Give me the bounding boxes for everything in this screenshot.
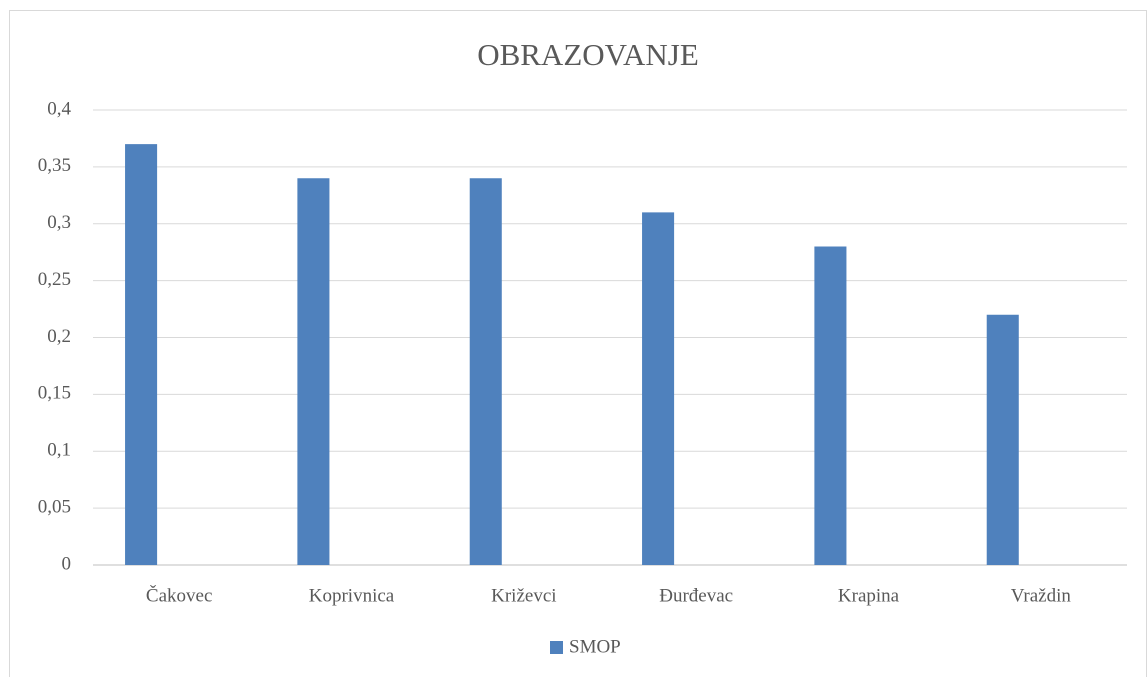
bar	[986, 314, 1019, 565]
x-tick-label: Čakovec	[146, 584, 212, 606]
y-tick-label: 0,05	[38, 496, 71, 517]
bar	[297, 178, 330, 565]
x-tick-label: Đurđevac	[659, 585, 733, 606]
y-tick-label: 0,15	[38, 383, 71, 404]
chart-border	[9, 10, 1147, 677]
y-tick-label: 0,1	[47, 440, 71, 461]
bar	[814, 246, 847, 565]
y-tick-label: 0	[62, 553, 72, 574]
y-tick-label: 0,3	[47, 212, 71, 233]
legend-swatch	[550, 641, 563, 654]
chart-title: OBRAZOVANJE	[477, 37, 699, 72]
bar	[469, 178, 502, 565]
x-tick-label: Križevci	[491, 585, 556, 606]
x-tick-label: Krapina	[838, 585, 900, 606]
bar	[642, 212, 675, 565]
y-tick-label: 0,2	[47, 326, 71, 347]
bar	[125, 144, 158, 565]
y-tick-label: 0,4	[47, 98, 71, 119]
x-tick-label: Vraždin	[1011, 585, 1072, 606]
y-tick-label: 0,35	[38, 155, 71, 176]
legend-label: SMOP	[569, 636, 621, 657]
y-tick-label: 0,25	[38, 269, 71, 290]
x-tick-label: Koprivnica	[309, 585, 395, 606]
